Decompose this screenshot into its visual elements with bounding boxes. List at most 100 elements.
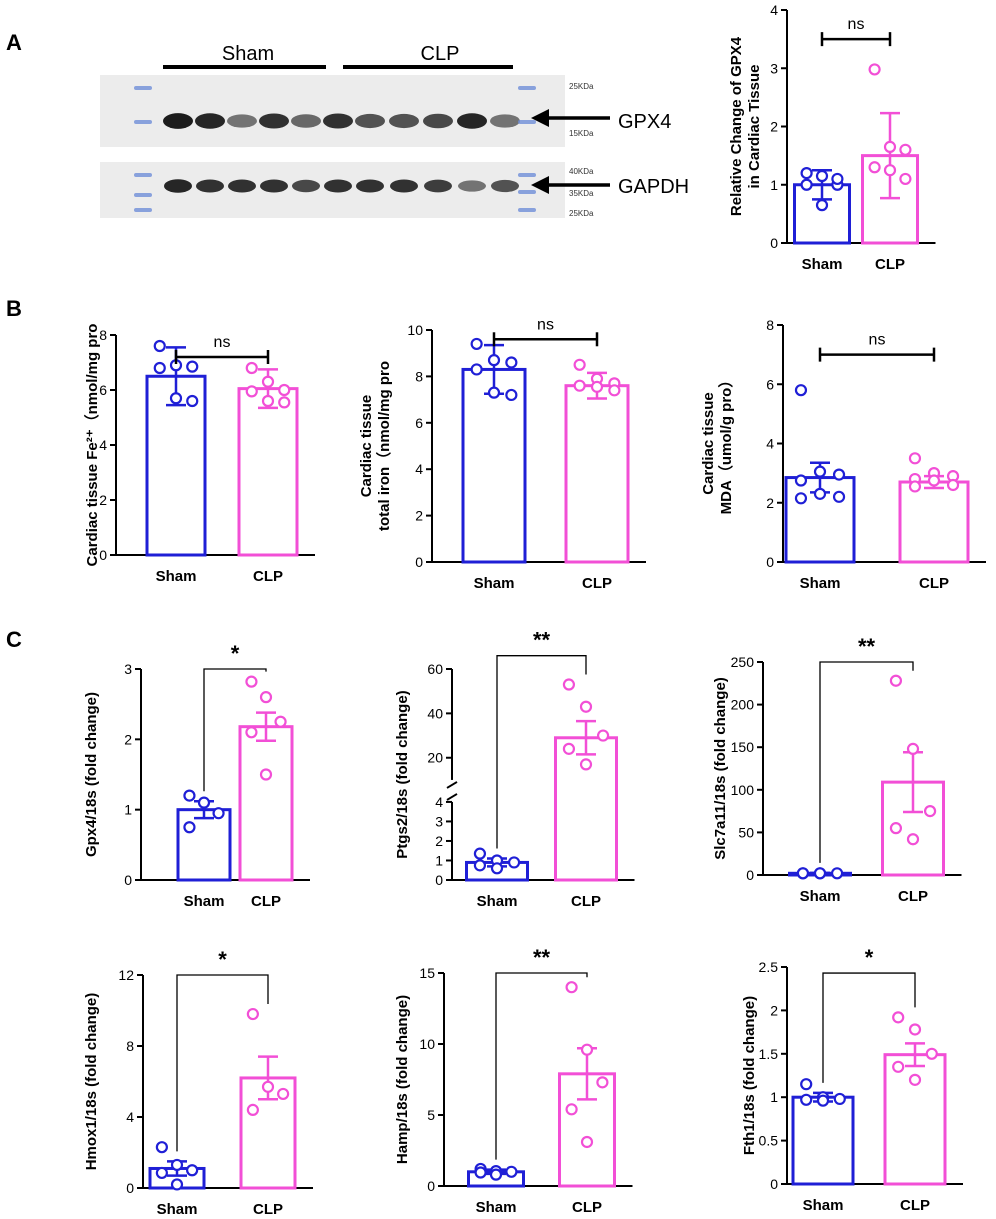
data-point-sham: [186, 394, 199, 408]
y-axis-title: MDA（umol/g pro）: [717, 373, 735, 515]
data-point-clp: [245, 385, 258, 398]
y-tick-label: 20: [427, 750, 443, 766]
y-tick-label: 1: [435, 852, 443, 868]
x-category-label: Sham: [474, 575, 515, 592]
y-tick-label: 4: [99, 437, 107, 453]
ladder-mark: [134, 120, 152, 124]
ladder-marks: [134, 86, 536, 212]
x-category-label: Sham: [157, 1201, 198, 1218]
significance-bracket: [819, 661, 914, 863]
y-tick-label: 6: [99, 382, 107, 398]
x-category-label: Sham: [476, 1199, 517, 1216]
y-tick-label: 1.5: [759, 1046, 779, 1062]
data-point-clp: [590, 380, 604, 393]
y-tick-label: 2: [99, 492, 107, 508]
y-axis-title: Cardiac tissue: [358, 395, 375, 498]
data-point-sham: [813, 867, 827, 880]
gpx4-band: [163, 113, 193, 129]
data-point-clp: [868, 161, 881, 174]
x-category-label: Sham: [184, 893, 225, 910]
x-category-label: CLP: [898, 888, 928, 905]
y-tick-label: 2.5: [759, 959, 779, 975]
gapdh-band: [292, 179, 320, 193]
panel-letter-b: B: [6, 296, 22, 321]
ladder-mark: [518, 86, 536, 90]
gapdh-band: [424, 179, 452, 193]
data-point-sham: [505, 356, 518, 369]
data-point-clp: [261, 1080, 275, 1093]
y-tick-label: 2: [124, 731, 132, 747]
kda-25-bottom: 25KDa: [569, 209, 594, 218]
data-point-sham: [813, 465, 827, 478]
data-point-sham: [155, 1141, 168, 1154]
data-point-clp: [573, 379, 586, 392]
data-point-clp: [580, 1135, 594, 1149]
gpx4-bands: [163, 113, 520, 129]
data-point-clp: [908, 1073, 922, 1086]
data-point-clp: [923, 804, 937, 818]
data-point-clp: [946, 478, 960, 492]
data-point-clp: [883, 140, 897, 153]
y-tick-label: 3: [435, 813, 443, 829]
data-point-clp: [899, 172, 912, 186]
data-point-sham: [505, 388, 518, 402]
data-point-clp: [259, 691, 273, 704]
data-point-sham: [473, 859, 487, 872]
data-point-sham: [816, 1094, 830, 1107]
data-point-sham: [815, 199, 829, 212]
western-blot: Sham CLP 25KDa 15KDa 40KDa 35KDa 25KDa G…: [100, 43, 689, 218]
y-tick-label: 4: [435, 794, 443, 810]
y-tick-label: 15: [419, 965, 435, 981]
y-tick-label: 0: [435, 872, 443, 888]
y-axis-title: in Cardiac Tissue: [746, 65, 763, 189]
y-tick-label: 200: [731, 697, 755, 713]
chart-a_gpx4_wb: 0 1 2 3 4 Relative Change of GPX4 in Cardiac T…: [728, 2, 936, 273]
y-tick-label: 150: [731, 739, 755, 755]
x-category-label: Sham: [800, 575, 841, 592]
data-point-sham: [170, 1178, 184, 1191]
data-point-sham: [155, 1166, 168, 1180]
data-point-sham: [197, 796, 211, 809]
y-tick-label: 3: [770, 60, 778, 76]
data-point-sham: [169, 392, 183, 405]
y-axis-title: Hamp/18s (fold change): [394, 995, 411, 1164]
data-point-clp: [278, 396, 291, 409]
data-point-sham: [470, 363, 483, 376]
gpx4-arrow-icon: [531, 109, 549, 127]
gpx4-band: [291, 114, 321, 128]
bar-sham: [791, 1095, 855, 1186]
significance-bracket: [822, 972, 916, 1083]
significance-label: **: [533, 628, 551, 653]
data-point-sham: [153, 361, 166, 375]
y-axis-title: total iron（nmol/mg pro: [375, 361, 393, 531]
gapdh-band: [491, 179, 519, 193]
data-point-sham: [507, 856, 521, 869]
data-point-sham: [800, 178, 813, 191]
y-tick-label: 0: [124, 872, 132, 888]
y-tick-label: 6: [415, 415, 423, 431]
data-point-sham: [830, 867, 844, 880]
ladder-mark: [134, 173, 152, 177]
significance-label: **: [858, 634, 876, 659]
data-point-clp: [565, 1103, 578, 1116]
gapdh-arrow-icon: [531, 176, 549, 194]
data-point-sham: [186, 1164, 199, 1177]
y-tick-label: 4: [766, 436, 774, 452]
y-tick-label: 0: [126, 1180, 134, 1196]
blot-target-gapdh: GAPDH: [618, 176, 689, 198]
y-axis-title: Cardiac tissue: [700, 392, 717, 495]
data-point-clp: [889, 822, 903, 835]
y-tick-label: 5: [427, 1107, 435, 1123]
ladder-mark: [518, 208, 536, 212]
data-point-clp: [277, 1087, 290, 1101]
significance-bracket: [496, 655, 587, 849]
y-tick-label: 4: [415, 461, 423, 477]
y-tick-label: 8: [766, 317, 774, 333]
data-point-clp: [908, 480, 922, 493]
data-point-sham: [794, 474, 808, 487]
data-point-sham: [183, 821, 196, 834]
gpx4-band: [195, 113, 225, 129]
data-point-clp: [245, 726, 258, 739]
